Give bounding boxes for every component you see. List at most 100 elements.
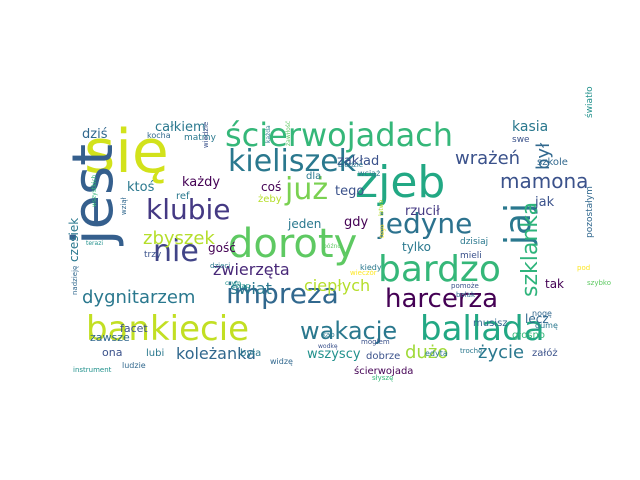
word-cloud-word: ciepłych	[304, 276, 370, 295]
word-cloud-word: swe	[512, 135, 530, 145]
word-cloud-word: człap	[232, 282, 251, 290]
word-cloud-word: ścierwojadach	[225, 116, 453, 154]
word-cloud-word: dygnitarzem	[82, 287, 195, 308]
word-cloud-word: każdy	[182, 175, 220, 190]
word-cloud-word: jest	[61, 144, 126, 247]
word-cloud-word: biedzie	[338, 161, 363, 169]
word-cloud-word: musisz	[473, 318, 508, 329]
word-cloud-word: żeby	[258, 194, 282, 205]
word-cloud-word: wszystkich	[91, 174, 98, 207]
word-cloud-word: edyta	[425, 349, 448, 358]
word-cloud-word: klubie	[146, 193, 231, 226]
word-cloud-word: doroty	[228, 221, 357, 267]
word-cloud-word: wrażeń	[455, 148, 520, 169]
word-cloud-word: życie	[478, 342, 524, 363]
word-cloud-word: bankiecie	[86, 309, 249, 349]
word-cloud-word: się	[84, 117, 169, 187]
word-cloud-word: późno	[323, 243, 341, 250]
word-cloud-word: lubi	[146, 348, 164, 359]
word-cloud-word: mieli	[460, 251, 482, 261]
word-cloud-word: szklanka	[518, 202, 543, 297]
word-cloud-word: świat	[230, 279, 272, 298]
word-cloud-word: facet	[120, 322, 148, 335]
word-cloud-word: ludzie	[122, 361, 146, 370]
word-cloud-word: była	[240, 348, 261, 359]
word-cloud-word: jak	[534, 195, 555, 210]
word-cloud-word: tylko	[402, 240, 431, 254]
word-cloud-word: terazi	[86, 240, 103, 247]
word-cloud-word: gdy	[344, 215, 369, 230]
word-cloud-word: czym	[225, 280, 241, 287]
word-cloud-word: tego	[335, 184, 364, 199]
word-cloud-word: wodkę	[318, 343, 338, 350]
word-cloud-word: trzy	[144, 250, 162, 260]
word-cloud-word: dzieci	[210, 262, 230, 270]
word-cloud-word: jedyne	[377, 207, 472, 240]
word-cloud-word: czesiek	[67, 218, 81, 262]
word-cloud-word: trochę	[460, 347, 482, 355]
word-cloud-word: nie	[153, 234, 199, 269]
word-cloud-word: zwierzęta	[213, 260, 290, 279]
word-cloud-word: nadzieję	[71, 266, 79, 295]
word-cloud-word: jeden	[287, 217, 321, 231]
word-cloud-word: gumę	[535, 321, 558, 330]
word-cloud-word: słyszę	[372, 374, 393, 382]
word-cloud-word: nogę	[532, 309, 552, 318]
word-cloud-word: łatwo	[378, 199, 385, 216]
word-cloud-word: tak	[545, 277, 564, 291]
word-cloud-word: dzisiaj	[460, 237, 488, 247]
word-cloud-word: rzucił	[405, 204, 440, 219]
word-cloud-word: bardzo	[378, 249, 501, 290]
word-cloud-word: szkole	[537, 157, 568, 168]
word-cloud-word: koleżanka	[176, 344, 256, 363]
word-cloud-word: każda	[265, 125, 272, 143]
word-cloud-word: ktoś	[127, 180, 155, 195]
word-cloud-word: ona	[102, 346, 122, 359]
word-cloud-word: lecz	[525, 312, 549, 326]
word-cloud-word: impreza	[226, 277, 339, 310]
word-cloud-word: kiedy	[360, 263, 382, 272]
word-cloud-word: instrument	[73, 366, 112, 374]
word-cloud-word: tego	[379, 224, 386, 238]
word-cloud-word: wszyscy	[307, 347, 361, 362]
word-cloud-word: szybko	[587, 279, 611, 287]
word-cloud-word: dziś	[82, 127, 108, 142]
word-cloud-word: kap	[322, 331, 335, 339]
word-cloud-word: ścierwojada	[354, 365, 413, 377]
word-cloud-word: zawsze	[90, 331, 130, 344]
word-cloud-word: mogłem	[361, 338, 390, 346]
word-cloud-word: widzę	[270, 357, 293, 366]
word-cloud-word: był	[533, 142, 554, 170]
word-cloud-word: dla	[306, 171, 321, 182]
word-cloud-word: pod	[577, 264, 590, 272]
word-cloud-word: zawiłość	[285, 121, 292, 146]
word-cloud-word: matmy	[184, 133, 217, 143]
word-cloud-word: wziął	[120, 197, 128, 215]
word-cloud-word: wciąż	[358, 169, 380, 178]
word-cloud-word: ballada	[420, 309, 545, 349]
word-cloud-word: mamona	[500, 169, 588, 193]
word-cloud-word: wiedzie	[202, 122, 210, 148]
word-cloud-word: głośno	[512, 329, 545, 341]
word-cloud-word: dobrze	[366, 351, 400, 362]
word-cloud-word: zbyszek	[143, 228, 215, 249]
word-cloud-word: pomoże	[451, 282, 479, 290]
word-cloud-word: wakacje	[300, 317, 397, 345]
word-cloud-word: już	[284, 172, 328, 207]
word-cloud-word: wieczór	[350, 269, 377, 277]
word-cloud-word: kasia	[512, 119, 548, 135]
word-cloud-word: coś	[261, 180, 281, 194]
word-cloud-word: kocha	[147, 131, 171, 140]
word-cloud-word: światło	[584, 86, 595, 118]
word-cloud-word: zakład	[337, 154, 379, 169]
word-cloud-word: kieliszek	[228, 144, 357, 179]
word-cloud-word: harcerza	[385, 284, 498, 314]
word-cloud-word: pozostałym	[585, 186, 595, 238]
word-cloud-word: jaj	[498, 203, 539, 246]
word-cloud-word: całkiem	[155, 120, 206, 135]
word-cloud-word: ref	[176, 191, 190, 202]
word-cloud-word: załóż	[532, 347, 558, 359]
